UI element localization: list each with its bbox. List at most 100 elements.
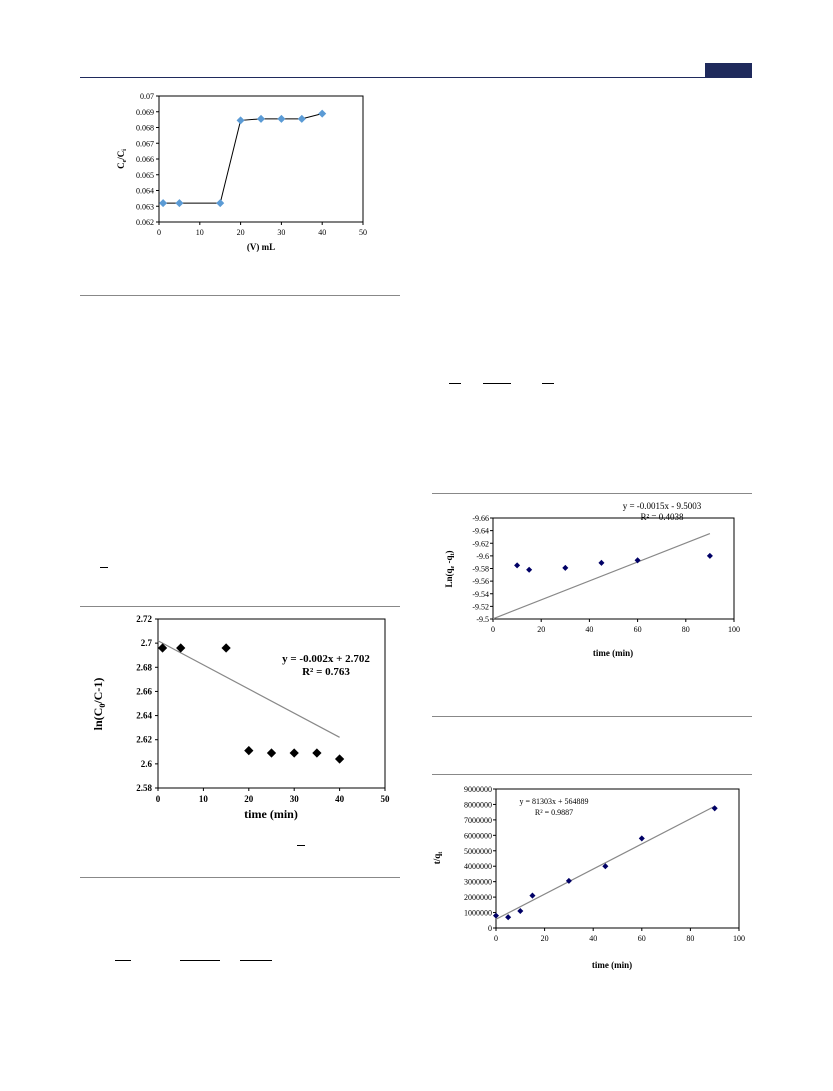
- series-line-path: [163, 113, 323, 204]
- x-tick-label: 20: [537, 625, 545, 634]
- y-tick-label: 0.065: [136, 171, 154, 180]
- y-tick-label: 8000000: [464, 800, 492, 809]
- data-point: [216, 199, 225, 208]
- x-tick-label: 40: [585, 625, 593, 634]
- data-points: [159, 109, 327, 208]
- y-tick-label: 0: [488, 924, 492, 933]
- fraction-bar: [240, 960, 272, 961]
- y-tick-label: -9.5: [476, 615, 489, 624]
- data-point: [562, 564, 569, 571]
- r-squared-label: R² = 0.763: [302, 666, 350, 678]
- y-tick-label: 2.64: [136, 711, 152, 721]
- x-tick-label: 0: [157, 228, 161, 237]
- x-tick-labels: 0 20 40 60 80 100: [491, 619, 740, 634]
- chart-ln-c0-time: 2.58 2.6 2.62 2.64 2.66 2.68 2.7 2.72 0 10 20 30 40…: [91, 614, 390, 821]
- r-squared-label: R² = 0.4038: [640, 512, 684, 522]
- x-tick-label: 80: [686, 934, 694, 943]
- data-point: [221, 643, 231, 653]
- x-tick-label: 60: [634, 625, 642, 634]
- data-point: [529, 892, 536, 899]
- y-tick-label: 2.62: [136, 735, 152, 745]
- data-point: [706, 552, 713, 559]
- fraction-bar: [542, 383, 554, 384]
- x-tick-label: 40: [318, 228, 326, 237]
- fraction-bar: [115, 960, 131, 961]
- x-axis-label: time (min): [244, 807, 298, 821]
- svg-text:t/qt: t/qt: [432, 852, 444, 865]
- y-tick-label: 9000000: [464, 785, 492, 794]
- x-tick-label: 30: [290, 794, 300, 804]
- x-tick-label: 40: [335, 794, 345, 804]
- data-point: [526, 566, 533, 573]
- y-axis-label: Ln(qe -qt): [444, 551, 456, 588]
- plot-frame: [495, 788, 740, 929]
- x-tick-label: 60: [638, 934, 646, 943]
- fraction-bar: [180, 960, 220, 961]
- separator-rule-right-2: [432, 716, 752, 717]
- data-points: [157, 643, 345, 764]
- x-axis-label: time (min): [593, 648, 633, 658]
- svg-text:Ln(qe -qt): Ln(qe -qt): [444, 551, 456, 588]
- x-tick-label: 0: [156, 794, 161, 804]
- x-tick-label: 100: [733, 934, 745, 943]
- y-tick-label: -9.6: [476, 552, 489, 561]
- fraction-bar: [483, 383, 511, 384]
- y-tick-labels: 2.58 2.6 2.62 2.64 2.66 2.68 2.7 2.72: [136, 614, 158, 793]
- data-point: [517, 907, 524, 915]
- chart-ln-qe-qt-time: -9.5 -9.52 -9.54 -9.56 -9.58 -9.6 -9.62 -9.64 -9…: [444, 501, 740, 658]
- trendline-path: [495, 805, 715, 920]
- data-points: [492, 805, 718, 921]
- x-tick-label: 10: [196, 228, 204, 237]
- data-point: [266, 748, 277, 758]
- separator-rule-left-3: [80, 877, 400, 878]
- x-axis-label: time (min): [592, 960, 632, 970]
- separator-rule-left-1: [80, 295, 400, 296]
- svg-text:ln(C0/C-1): ln(C0/C-1): [91, 678, 107, 731]
- data-point: [312, 748, 322, 758]
- y-tick-label: 2.72: [136, 614, 152, 624]
- data-point: [176, 643, 186, 653]
- y-tick-label: 4000000: [464, 862, 492, 871]
- header-tab: [705, 63, 752, 77]
- chart-t-qt-time: 0100000020000003000000400000050000006000…: [432, 785, 745, 970]
- trendline: [492, 533, 711, 620]
- data-point: [256, 114, 266, 123]
- y-tick-label: 2.7: [141, 638, 153, 648]
- trendline: [157, 640, 340, 738]
- data-point: [277, 114, 286, 123]
- y-tick-label: 1000000: [464, 909, 492, 918]
- y-tick-label: 0.067: [136, 139, 154, 148]
- y-tick-label: 0.068: [136, 124, 154, 133]
- trendline-path: [492, 533, 711, 620]
- fraction-bar: [449, 383, 461, 384]
- data-point: [602, 863, 609, 870]
- chart-ce-ci-volume: 0.062 0.063 0.064 0.065 0.066 0.067 0.068 0.069…: [116, 92, 367, 252]
- y-tick-label: 0.07: [140, 92, 154, 101]
- y-tick-label: -9.58: [472, 565, 489, 574]
- y-tick-label: 2000000: [464, 893, 492, 902]
- y-axis-label: Ce/Ci: [116, 149, 128, 169]
- data-point: [159, 199, 168, 208]
- fraction-bar: [297, 845, 305, 846]
- equation-label: y = -0.0015x - 9.5003: [623, 501, 702, 511]
- x-tick-labels: 0 20 40 60 80 100: [494, 928, 745, 943]
- y-tick-label: -9.54: [472, 590, 489, 599]
- equation-label: y = 81303x + 564889: [519, 797, 588, 806]
- data-point: [638, 835, 645, 842]
- y-tick-label: 7000000: [464, 816, 492, 825]
- data-point: [175, 199, 184, 208]
- header-rule: [80, 77, 752, 78]
- trendline-path: [157, 640, 340, 738]
- x-tick-label: 50: [359, 228, 367, 237]
- y-tick-label: 0.064: [136, 187, 154, 196]
- y-tick-labels: 0 1000000 2000000 3000000 4000000 5000000 6000…: [464, 785, 496, 933]
- data-point: [565, 877, 572, 884]
- series-line: [163, 113, 323, 204]
- y-tick-label: 3000000: [464, 878, 492, 887]
- data-point: [318, 109, 327, 118]
- trendline: [495, 805, 715, 920]
- y-tick-label: 0.062: [136, 218, 154, 227]
- data-point: [236, 116, 245, 125]
- plot-frame: [157, 618, 386, 789]
- y-tick-label: -9.66: [472, 514, 489, 523]
